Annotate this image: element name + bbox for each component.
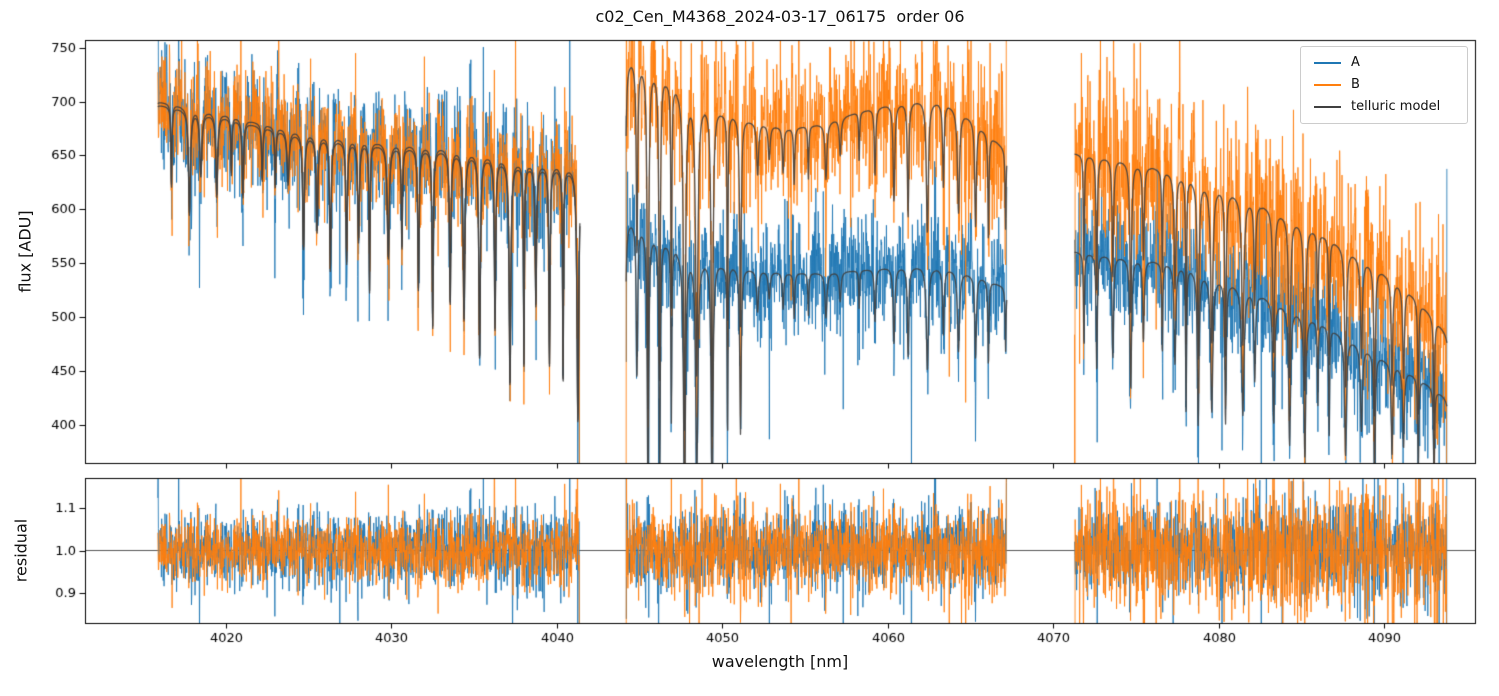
legend-item-telluric-model: telluric model bbox=[1314, 100, 1454, 114]
legend-item-a: A bbox=[1314, 56, 1454, 70]
legend-line-swatch-b bbox=[1314, 84, 1341, 86]
legend-item-b: B bbox=[1314, 78, 1454, 92]
legend-box: A B telluric model bbox=[1300, 46, 1468, 124]
legend-label-a: A bbox=[1351, 55, 1360, 70]
legend-label-telluric-model: telluric model bbox=[1351, 99, 1441, 114]
legend-label-b: B bbox=[1351, 77, 1360, 92]
legend-line-swatch-a bbox=[1314, 62, 1341, 64]
plot-title: c02_Cen_M4368_2024-03-17_06175 order 06 bbox=[595, 7, 965, 26]
legend-line-swatch-telluric-model bbox=[1314, 106, 1341, 108]
residual-axis-label: residual bbox=[11, 518, 31, 583]
flux-axis-label: flux [ADU] bbox=[15, 210, 35, 293]
wavelength-axis-label: wavelength [nm] bbox=[711, 652, 849, 671]
